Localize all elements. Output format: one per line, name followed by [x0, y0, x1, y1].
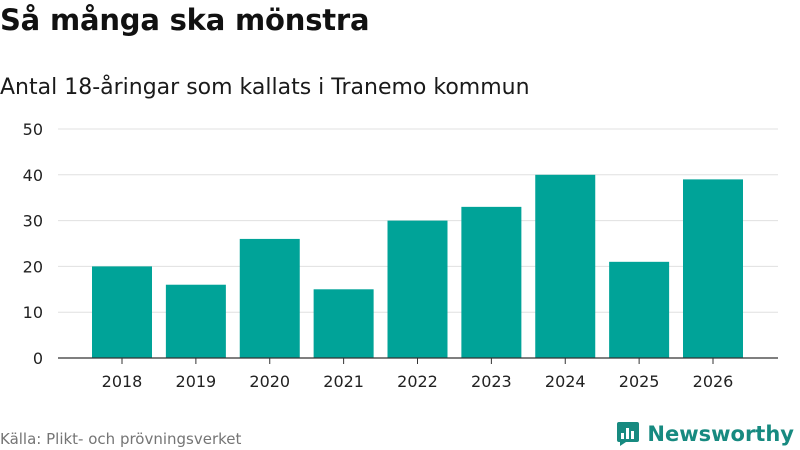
brand-name: Newsworthy	[647, 422, 794, 446]
bars	[92, 174, 743, 358]
x-tick-label: 2020	[249, 372, 290, 391]
y-tick-label: 0	[33, 349, 43, 368]
bar-2026	[683, 179, 743, 358]
source-note: Källa: Plikt- och prövningsverket	[0, 430, 242, 448]
bar-2024	[535, 174, 596, 358]
bar-2019	[165, 284, 226, 358]
y-tick-label: 20	[23, 257, 43, 276]
y-tick-label: 10	[23, 303, 43, 322]
x-tick-label: 2026	[693, 372, 734, 391]
bar-2021	[313, 289, 374, 358]
bar-2025	[609, 261, 670, 358]
x-tick-label: 2024	[545, 372, 586, 391]
chart-title: Så många ska mönstra	[0, 3, 370, 37]
y-tick-label: 50	[23, 120, 43, 139]
bar-2018	[92, 266, 152, 358]
x-tick-label: 2018	[102, 372, 143, 391]
x-tick-label: 2021	[323, 372, 364, 391]
bar-2023	[461, 206, 522, 358]
axes: 0 10 20 30 40 50 2018 2019 2020 2021 2022 2023 2024 2…	[23, 120, 778, 391]
y-tick-label: 30	[23, 212, 43, 231]
bar-2022	[387, 220, 448, 358]
newsworthy-logo-icon	[617, 422, 640, 446]
brand-logo[interactable]: Newsworthy	[616, 420, 794, 448]
x-tick-label: 2022	[397, 372, 438, 391]
bar-chart: 0 10 20 30 40 50 2018 2019 2020 2021 2022 2023 2024 2…	[23, 120, 778, 391]
x-tick-label: 2025	[619, 372, 660, 391]
bar-2020	[239, 238, 300, 358]
y-tick-label: 40	[23, 166, 43, 185]
chart-subtitle: Antal 18-åringar som kallats i Tranemo k…	[0, 75, 530, 100]
x-tick-label: 2023	[471, 372, 512, 391]
x-tick-label: 2019	[176, 372, 217, 391]
